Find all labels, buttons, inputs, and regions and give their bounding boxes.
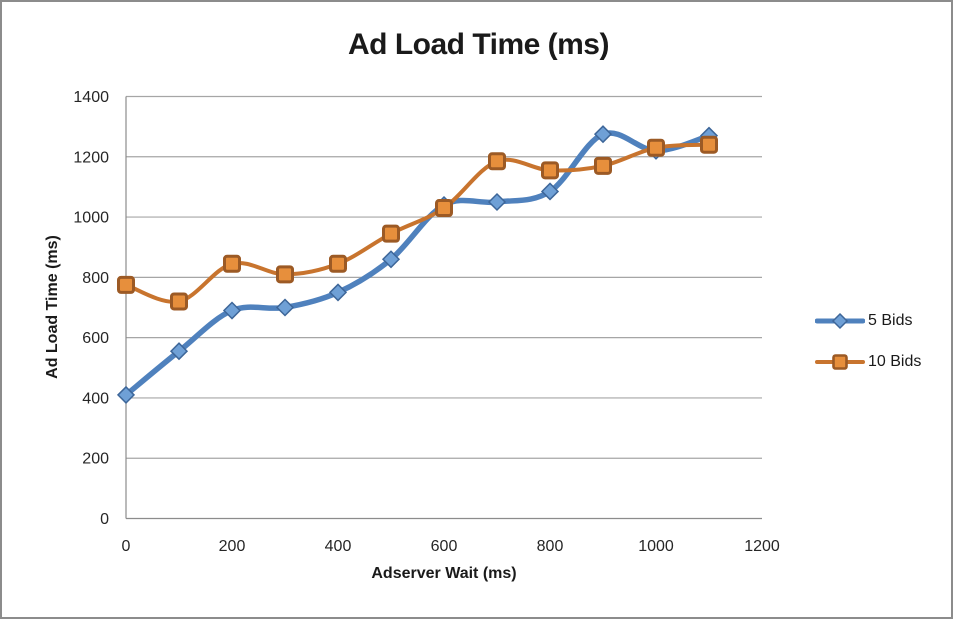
y-tick-label: 600 (82, 330, 109, 347)
y-tick-label: 200 (82, 451, 109, 468)
data-point-diamond (275, 298, 295, 317)
data-point-diamond (328, 283, 348, 302)
data-point-diamond (222, 301, 242, 320)
data-point-diamond (169, 342, 189, 361)
y-tick-label: 1200 (73, 149, 109, 166)
legend-item-10-bids: 10 Bids (815, 349, 921, 375)
x-tick-label: 1200 (744, 538, 780, 555)
legend-square-icon (832, 354, 848, 370)
x-tick-label: 200 (219, 538, 246, 555)
data-point-square (647, 138, 665, 157)
data-point-square (170, 292, 188, 311)
y-tick-label: 800 (82, 270, 109, 287)
data-point-square (382, 224, 400, 243)
series-line-5-bids (123, 130, 712, 398)
legend-diamond-icon (831, 312, 849, 330)
legend-marker-5-bids (815, 312, 865, 330)
legend-marker-10-bids (815, 354, 865, 370)
data-point-diamond (540, 182, 560, 201)
x-axis-title: Adserver Wait (ms) (371, 565, 517, 582)
legend: 5 Bids 10 Bids (815, 308, 921, 390)
y-tick-label: 400 (82, 390, 109, 407)
data-point-square (488, 152, 506, 171)
data-point-square (329, 254, 347, 273)
data-point-square (223, 254, 241, 273)
data-point-diamond (381, 250, 401, 269)
x-tick-label: 400 (325, 538, 352, 555)
x-tick-label: 600 (431, 538, 458, 555)
y-tick-label: 1000 (73, 210, 109, 227)
x-tick-label: 1000 (638, 538, 674, 555)
x-tick-label: 800 (537, 538, 564, 555)
data-point-diamond (116, 385, 136, 404)
legend-label-10-bids: 10 Bids (868, 353, 922, 370)
y-tick-label: 1400 (73, 89, 109, 106)
data-point-square (435, 199, 453, 218)
legend-label-5-bids: 5 Bids (868, 312, 913, 329)
data-point-square (700, 135, 718, 154)
y-tick-label: 0 (100, 511, 109, 528)
series-line-10-bids (124, 142, 711, 304)
data-point-square (594, 156, 612, 175)
chart-title: Ad Load Time (ms) (348, 28, 609, 61)
data-point-square (541, 161, 559, 180)
x-tick-label: 0 (122, 538, 131, 555)
data-point-diamond (593, 125, 613, 144)
data-point-square (117, 275, 135, 294)
data-point-diamond (487, 192, 507, 212)
data-point-square (276, 265, 294, 284)
legend-item-5-bids: 5 Bids (815, 308, 921, 334)
